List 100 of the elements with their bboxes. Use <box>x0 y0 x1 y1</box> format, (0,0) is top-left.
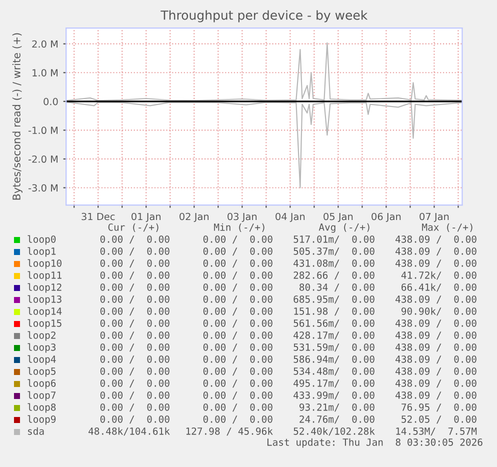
y-tick-label: 2.0 M <box>32 40 58 48</box>
text: 438.09 / 0.00 <box>396 247 476 256</box>
text: 41.72k/ 0.00 <box>401 271 476 280</box>
x-tick-label: 31 Dec <box>82 212 115 220</box>
text: 431.08m/ 0.00 <box>294 259 374 268</box>
text: 438.09 / 0.00 <box>396 391 476 400</box>
text: 0.00 / 0.00 <box>100 343 170 352</box>
text: 14.53M/ 7.57M <box>396 427 477 436</box>
text: 0.00 / 0.00 <box>203 283 272 292</box>
text: 0.00 / 0.00 <box>100 415 170 424</box>
text: 52.05 / 0.00 <box>402 415 476 424</box>
text: 76.95 / 0.00 <box>402 403 476 412</box>
legend-label: loop13 <box>28 295 62 305</box>
text: 438.09 / 0.00 <box>396 259 476 268</box>
legend-label: loop15 <box>28 319 62 329</box>
y-tick-label: -2.0 M <box>28 155 58 163</box>
text: 0.00 / 0.00 <box>100 271 170 280</box>
text: 0.00 / 0.00 <box>203 367 272 376</box>
y-axis-title: Bytes/second read (-) / write (+) <box>12 33 22 200</box>
text: 0.00 / 0.00 <box>203 235 272 244</box>
text: 561.56m/ 0.00 <box>294 319 374 328</box>
text: 0.00 / 0.00 <box>100 235 170 244</box>
legend-label: loop0 <box>28 235 56 245</box>
text: 0.00 / 0.00 <box>100 307 170 316</box>
x-tick-label: 02 Jan <box>180 212 209 222</box>
text: 0.00 / 0.00 <box>203 259 272 268</box>
text: 534.48m/ 0.00 <box>294 367 374 376</box>
text: 52.40k/102.28k <box>294 427 375 436</box>
text: 505.37m/ 0.00 <box>294 247 374 256</box>
text: 0.00 / 0.00 <box>100 319 170 328</box>
text: 90.90k/ 0.00 <box>402 307 476 316</box>
legend-label: loop14 <box>28 307 62 317</box>
text: 282.66 / 0.00 <box>294 271 374 280</box>
x-tick-label: 04 Jan <box>276 212 305 222</box>
x-tick-label: 03 Jan <box>228 212 257 222</box>
text: 66.41k/ 0.00 <box>402 283 476 292</box>
text: 0.00 / 0.00 <box>100 367 170 376</box>
text: 517.01m/ 0.00 <box>294 235 374 244</box>
y-tick-label: 0.0 <box>44 98 58 106</box>
text: 433.99m/ 0.00 <box>294 391 374 400</box>
y-tick-label: 1.0 M <box>32 69 58 76</box>
text: 93.21m/ 0.00 <box>300 403 374 412</box>
legend-label: loop12 <box>28 283 62 293</box>
text: 0.00 / 0.00 <box>203 379 272 388</box>
x-tick-label: 01 Jan <box>132 212 161 222</box>
legend-label: loop9 <box>28 415 56 425</box>
text: 0.00 / 0.00 <box>203 271 272 280</box>
text: 0.00 / 0.00 <box>100 247 170 256</box>
text: 586.94m/ 0.00 <box>294 355 374 364</box>
legend-label: sda <box>28 427 44 435</box>
text: 0.00 / 0.00 <box>100 259 170 268</box>
text: 428.17m/ 0.00 <box>294 331 374 340</box>
text: 0.00 / 0.00 <box>203 247 272 256</box>
text: 24.76m/ 0.00 <box>300 415 374 424</box>
legend-label: loop8 <box>28 403 56 413</box>
x-tick-label: 07 Jan <box>420 212 449 222</box>
text: 151.98 / 0.00 <box>294 307 374 316</box>
text: 438.09 / 0.00 <box>396 367 476 376</box>
chart-title: Throughput per device - by week <box>160 10 368 22</box>
text: 438.09 / 0.00 <box>396 379 476 388</box>
text: Cur (-/+) <box>108 223 158 232</box>
text: 438.09 / 0.00 <box>396 331 476 340</box>
text: 438.09 / 0.00 <box>396 355 476 364</box>
text: 127.98 / 45.96k <box>186 427 273 436</box>
y-tick-label: -3.0 M <box>28 184 58 192</box>
text: 438.09 / 0.00 <box>396 343 476 352</box>
text: 531.59m/ 0.00 <box>294 343 374 352</box>
text: Avg (-/+) <box>318 223 370 233</box>
x-tick-label: 06 Jan <box>372 212 401 222</box>
text: 0.00 / 0.00 <box>203 307 272 316</box>
text: 0.00 / 0.00 <box>100 379 170 388</box>
text: 0.00 / 0.00 <box>203 415 272 424</box>
text: 0.00 / 0.00 <box>203 295 272 304</box>
text: 80.34 / 0.00 <box>300 283 374 292</box>
text: 438.09 / 0.00 <box>396 295 476 304</box>
text: 0.00 / 0.00 <box>100 295 170 304</box>
x-tick-label: 05 Jan <box>324 212 353 222</box>
text: 0.00 / 0.00 <box>203 403 272 412</box>
text: 0.00 / 0.00 <box>203 319 272 328</box>
text: 0.00 / 0.00 <box>100 283 170 292</box>
text: 438.09 / 0.00 <box>396 235 476 244</box>
legend-label: loop2 <box>28 331 56 341</box>
text: 0.00 / 0.00 <box>203 391 272 400</box>
text: 0.00 / 0.00 <box>100 355 170 364</box>
text: 685.95m/ 0.00 <box>294 295 374 304</box>
text: 438.09 / 0.00 <box>396 319 476 328</box>
legend-label: loop7 <box>28 391 56 401</box>
legend-label: loop1 <box>28 247 56 257</box>
text: 0.00 / 0.00 <box>100 403 170 412</box>
text: 0.00 / 0.00 <box>203 355 272 364</box>
text: 0.00 / 0.00 <box>203 331 272 340</box>
text: 0.00 / 0.00 <box>100 331 170 340</box>
text: Min (-/+) <box>214 223 264 232</box>
text: 495.17m/ 0.00 <box>294 379 374 388</box>
legend-label: loop11 <box>28 271 62 281</box>
legend-label: loop6 <box>28 379 56 389</box>
legend-label: loop5 <box>28 367 56 377</box>
text: Max (-/+) <box>422 223 472 232</box>
text: Last update: Thu Jan 8 03:30:05 2026 <box>267 438 482 448</box>
text: 0.00 / 0.00 <box>203 343 272 352</box>
